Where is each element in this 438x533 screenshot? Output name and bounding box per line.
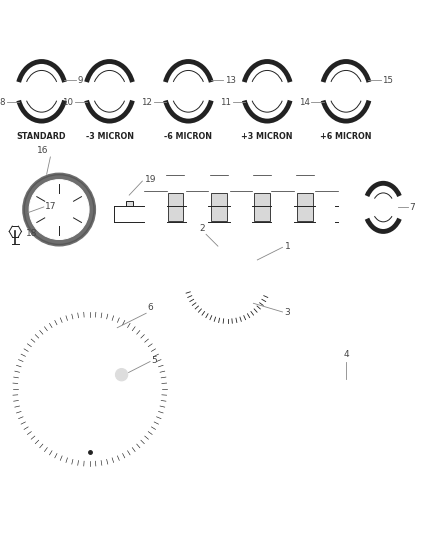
Text: 18: 18 [26, 229, 38, 238]
Text: 12: 12 [141, 98, 152, 107]
Bar [167, 193, 183, 221]
Text: +6 MICRON: +6 MICRON [320, 132, 372, 141]
Bar [126, 201, 133, 206]
Bar [211, 193, 226, 221]
Bar [297, 193, 313, 221]
Circle shape [24, 174, 95, 245]
Bar [254, 193, 270, 221]
Circle shape [29, 180, 89, 239]
Text: -6 MICRON: -6 MICRON [164, 132, 212, 141]
Text: 13: 13 [225, 76, 236, 85]
Circle shape [116, 368, 128, 381]
Text: STANDARD: STANDARD [17, 132, 67, 141]
Text: 10: 10 [62, 98, 73, 107]
Text: 14: 14 [299, 98, 310, 107]
Text: 5: 5 [152, 356, 157, 365]
Text: 3: 3 [285, 308, 290, 317]
Text: 7: 7 [410, 203, 415, 212]
Text: 17: 17 [45, 202, 57, 211]
Text: 15: 15 [382, 76, 393, 85]
Text: 6: 6 [148, 303, 153, 312]
Text: 4: 4 [343, 350, 349, 359]
Text: 9: 9 [78, 76, 83, 85]
Text: 16: 16 [37, 146, 48, 155]
Text: 8: 8 [0, 98, 5, 107]
Text: 11: 11 [220, 98, 231, 107]
Text: 19: 19 [145, 175, 156, 184]
Text: -3 MICRON: -3 MICRON [85, 132, 134, 141]
Text: 2: 2 [199, 224, 205, 233]
Text: 1: 1 [285, 242, 290, 251]
Text: +3 MICRON: +3 MICRON [241, 132, 293, 141]
